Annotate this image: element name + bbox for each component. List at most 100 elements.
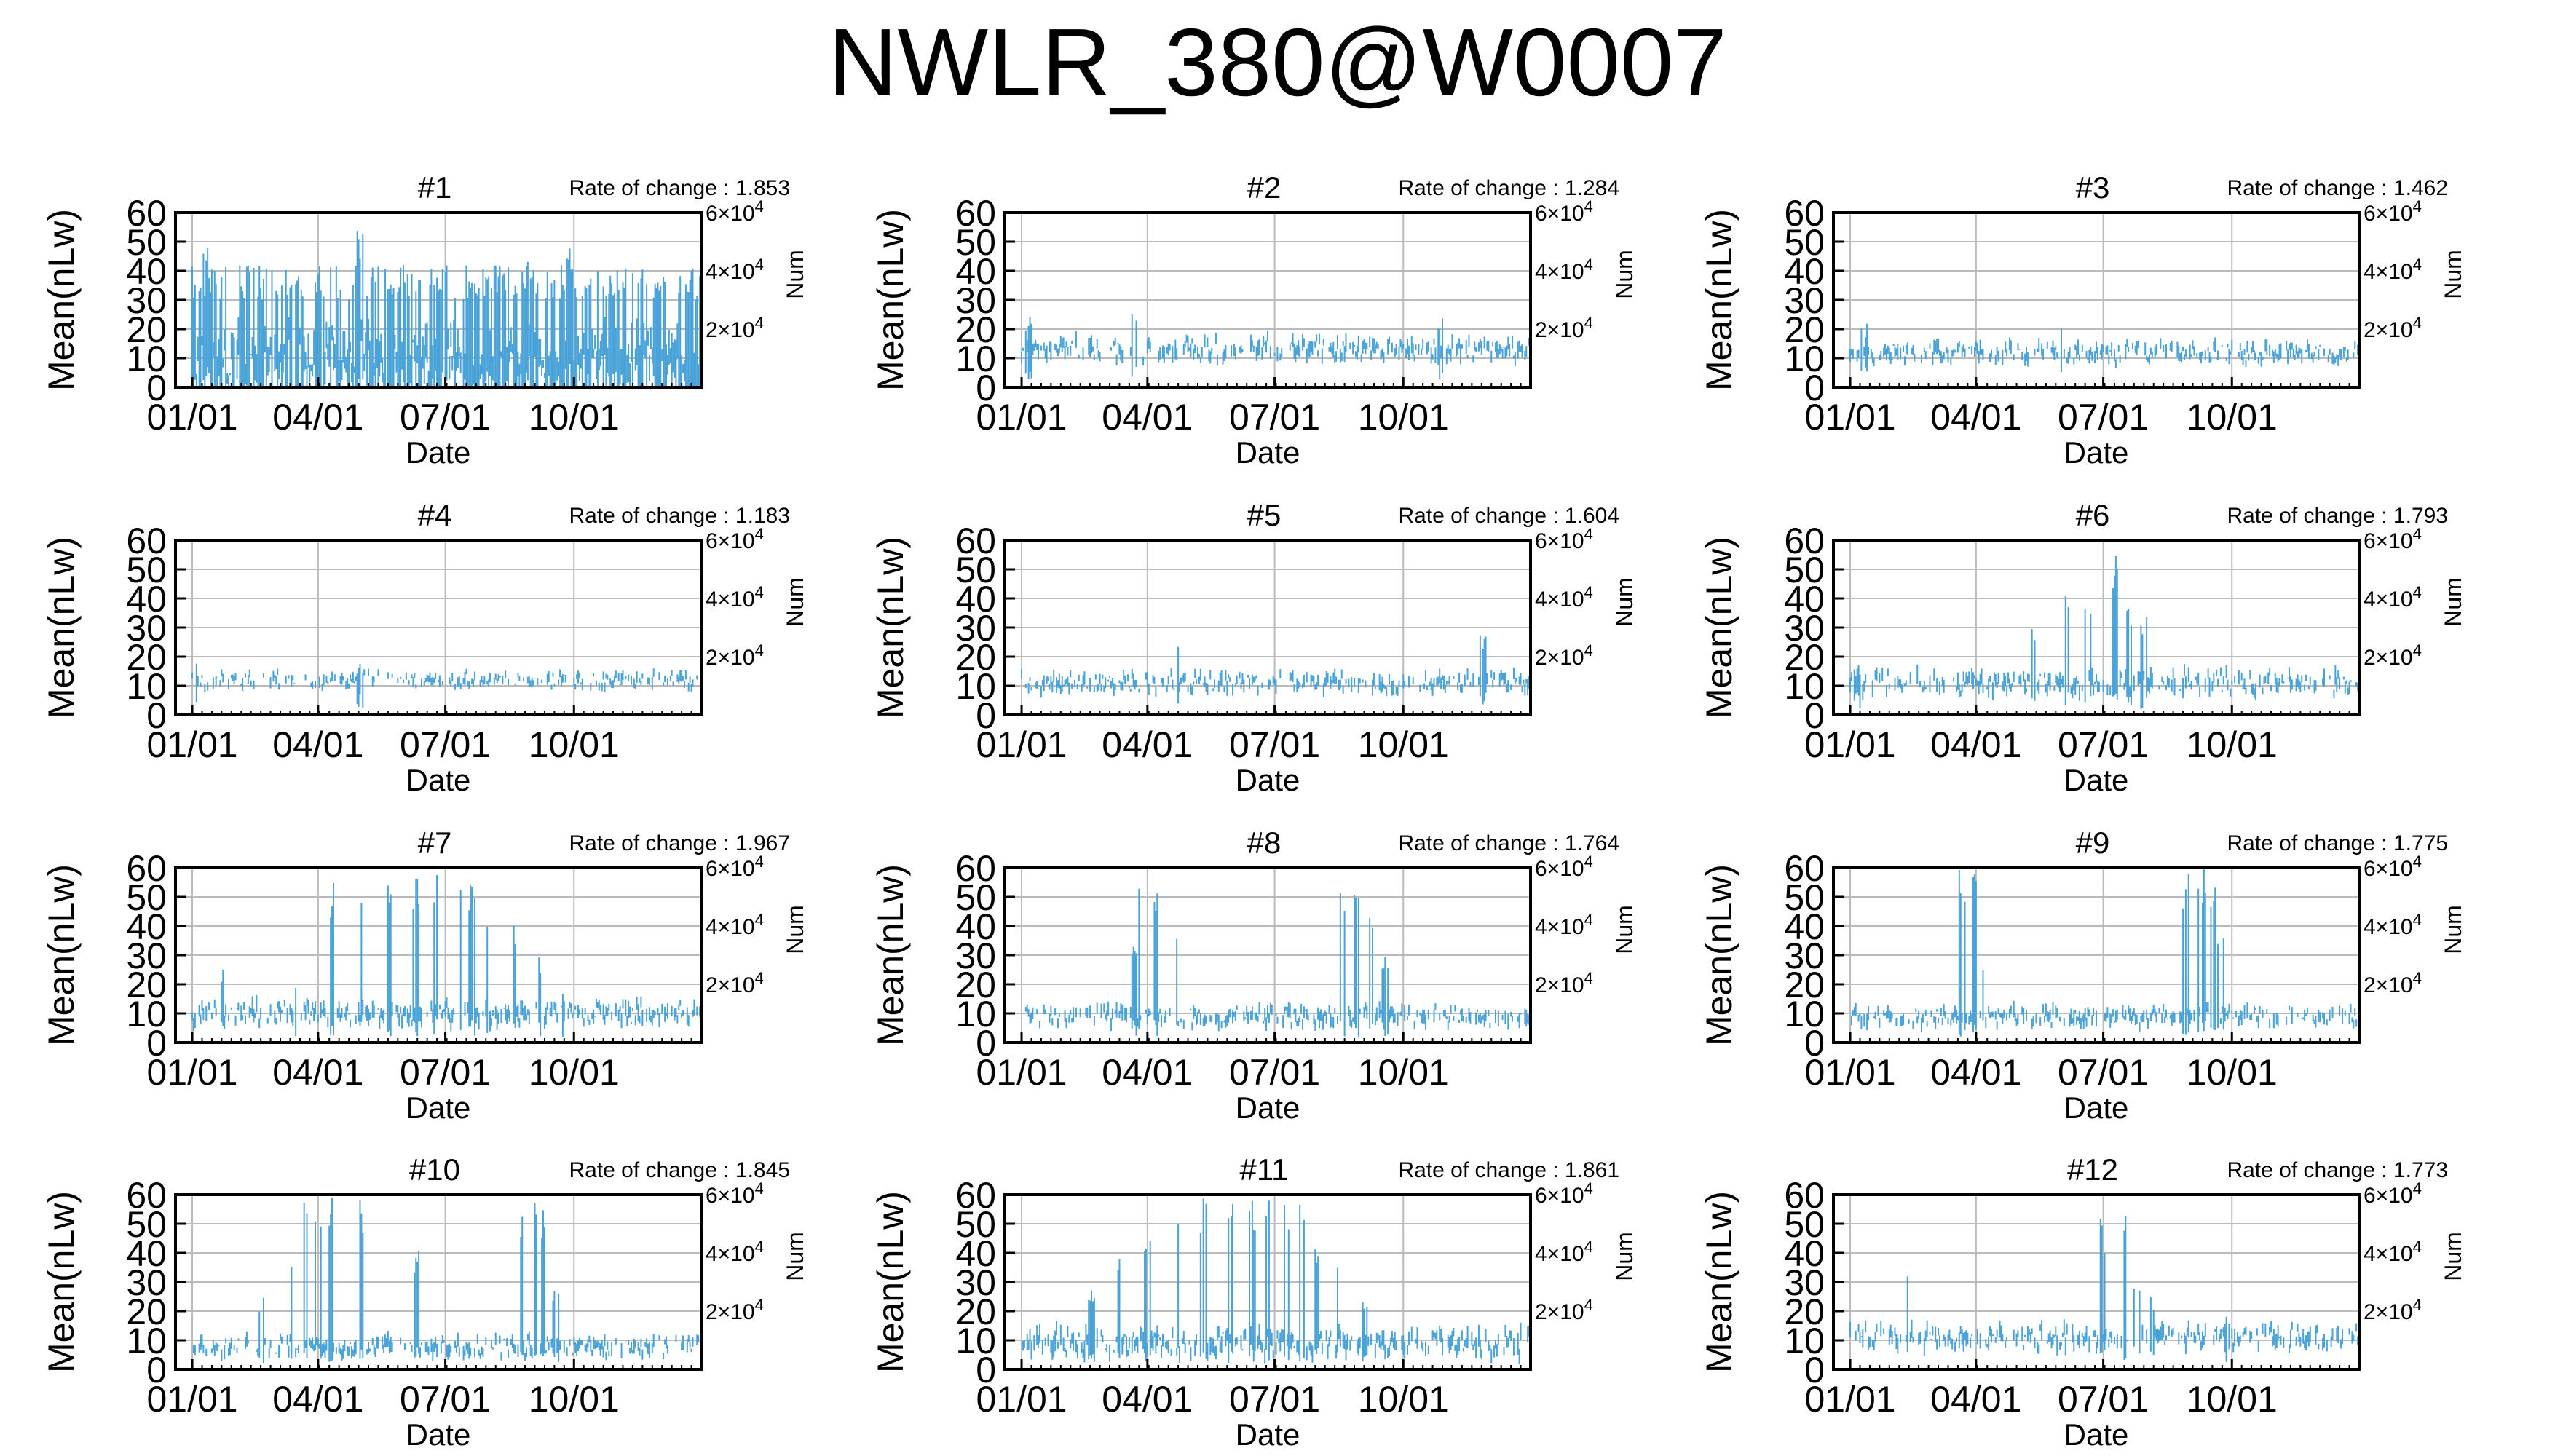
x-axis-title: Date <box>2064 1417 2129 1452</box>
y-tick-label: 60 <box>1784 193 1825 234</box>
y-tick-label: 50 <box>955 877 996 918</box>
x-axis-title: Date <box>1236 1417 1300 1452</box>
y2-tick-label: 2×104 <box>2364 314 2422 342</box>
y-tick-label: 0 <box>976 1023 996 1064</box>
y-axis-title: Mean(nLw) <box>870 209 911 391</box>
y-tick-label: 40 <box>1784 251 1825 292</box>
y2-axis-title: Num <box>782 250 808 299</box>
y-tick-label: 40 <box>1784 906 1825 947</box>
x-tick-label: 07/01 <box>400 1379 491 1420</box>
y-tick-label: 10 <box>1784 339 1825 379</box>
panel-title: #2 <box>1247 170 1282 205</box>
y-tick-label: 60 <box>1784 1175 1825 1216</box>
rate-of-change-label: Rate of change : 1.183 <box>569 504 790 528</box>
y2-tick-label: 2×104 <box>706 314 764 342</box>
x-tick-label: 01/01 <box>1804 397 1895 438</box>
x-tick-label: 01/01 <box>1804 1052 1895 1093</box>
y2-axis-title: Num <box>2440 250 2466 299</box>
y2-tick-label: 4×104 <box>1535 911 1593 939</box>
rate-of-change-label: Rate of change : 1.775 <box>2227 831 2448 855</box>
y-tick-label: 60 <box>1784 521 1825 561</box>
y2-tick-label: 6×104 <box>1535 525 1593 553</box>
x-tick-label: 07/01 <box>400 397 491 438</box>
series-bars <box>1849 1216 2359 1362</box>
y-tick-label: 40 <box>955 906 996 947</box>
y-tick-label: 10 <box>126 1321 167 1361</box>
y-tick-label: 10 <box>1784 666 1825 707</box>
y-tick-label: 20 <box>955 965 996 1005</box>
y-tick-label: 60 <box>126 193 167 234</box>
y-axis-title: Mean(nLw) <box>1699 864 1739 1046</box>
y-tick-label: 60 <box>126 1175 167 1216</box>
y-tick-label: 30 <box>1784 608 1825 649</box>
panel-title: #5 <box>1247 498 1282 532</box>
rate-of-change-label: Rate of change : 1.861 <box>1398 1158 1619 1182</box>
rate-of-change-label: Rate of change : 1.462 <box>2227 176 2448 200</box>
y2-tick-label: 2×104 <box>1535 641 1593 670</box>
y-tick-label: 20 <box>1784 965 1825 1005</box>
y-tick-label: 40 <box>955 579 996 620</box>
x-tick-label: 04/01 <box>1102 1379 1193 1420</box>
rate-of-change-label: Rate of change : 1.604 <box>1398 504 1619 528</box>
y-axis-title: Mean(nLw) <box>870 864 911 1046</box>
rate-of-change-label: Rate of change : 1.853 <box>569 176 790 200</box>
y-tick-label: 40 <box>126 906 167 947</box>
y2-tick-label: 6×104 <box>2364 1179 2422 1208</box>
y2-tick-label: 2×104 <box>706 1296 764 1324</box>
y2-tick-label: 4×104 <box>1535 256 1593 284</box>
x-tick-label: 01/01 <box>146 397 237 438</box>
y2-tick-label: 4×104 <box>1535 1238 1593 1266</box>
y2-tick-label: 2×104 <box>2364 641 2422 670</box>
x-tick-label: 04/01 <box>1102 724 1193 765</box>
x-tick-label: 10/01 <box>529 1052 620 1093</box>
y-tick-label: 0 <box>1804 1023 1825 1064</box>
y2-tick-label: 2×104 <box>1535 314 1593 342</box>
y-axis-title: Mean(nLw) <box>870 1191 911 1373</box>
y-axis-title: Mean(nLw) <box>41 537 82 719</box>
y2-axis-title: Num <box>2440 905 2466 954</box>
y2-axis-title: Num <box>782 577 808 627</box>
rate-of-change-label: Rate of change : 1.764 <box>1398 831 1619 855</box>
y-tick-label: 20 <box>955 637 996 678</box>
x-tick-label: 01/01 <box>976 397 1067 438</box>
y-tick-label: 10 <box>955 339 996 379</box>
y2-tick-label: 4×104 <box>2364 256 2422 284</box>
rate-of-change-label: Rate of change : 1.845 <box>569 1158 790 1182</box>
y-tick-label: 20 <box>955 309 996 350</box>
y-tick-label: 60 <box>955 848 996 889</box>
y2-axis-title: Num <box>1611 1232 1638 1281</box>
y-tick-label: 30 <box>126 1262 167 1303</box>
x-tick-label: 07/01 <box>1229 724 1320 765</box>
y2-tick-label: 4×104 <box>2364 911 2422 939</box>
y-tick-label: 40 <box>126 579 167 620</box>
y-tick-label: 30 <box>955 935 996 976</box>
x-tick-label: 04/01 <box>272 724 363 765</box>
y2-tick-label: 4×104 <box>706 1238 764 1266</box>
x-tick-label: 04/01 <box>1930 724 2021 765</box>
y-tick-label: 30 <box>126 280 167 321</box>
x-tick-label: 04/01 <box>1930 1052 2021 1093</box>
y-axis-title: Mean(nLw) <box>1699 537 1739 719</box>
y2-tick-label: 4×104 <box>1535 583 1593 612</box>
x-tick-label: 07/01 <box>2058 1379 2149 1420</box>
x-tick-label: 07/01 <box>1229 1052 1320 1093</box>
y2-axis-title: Num <box>782 905 808 954</box>
y-tick-label: 30 <box>126 935 167 976</box>
x-tick-label: 07/01 <box>2058 1052 2149 1093</box>
x-tick-label: 10/01 <box>2187 397 2278 438</box>
series-bars <box>1022 1198 1531 1364</box>
y-tick-label: 0 <box>146 1023 167 1064</box>
x-tick-label: 04/01 <box>1930 397 2021 438</box>
y2-tick-label: 4×104 <box>2364 583 2422 612</box>
y-tick-label: 40 <box>1784 1233 1825 1274</box>
x-tick-label: 04/01 <box>272 1379 363 1420</box>
x-tick-label: 01/01 <box>976 724 1067 765</box>
series-bars <box>1021 314 1531 380</box>
y-tick-label: 0 <box>146 1350 167 1390</box>
series-bars <box>192 1198 700 1364</box>
y2-tick-label: 2×104 <box>2364 1296 2422 1324</box>
